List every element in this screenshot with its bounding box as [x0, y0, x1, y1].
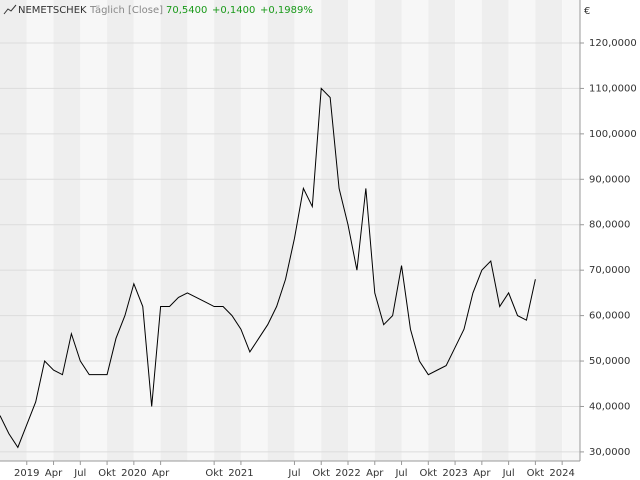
background [0, 0, 580, 461]
x-tick-label: Jul [287, 468, 300, 479]
band [508, 0, 536, 461]
band [214, 0, 241, 461]
x-tick-label: 2020 [121, 468, 146, 479]
band [535, 0, 563, 461]
x-tick-label: Okt [420, 468, 438, 479]
y-tick-label: 40,0000 [589, 401, 630, 412]
band [240, 0, 268, 461]
y-tick-label: 110,0000 [589, 83, 637, 94]
x-tick-label: Okt [312, 468, 330, 479]
y-tick-label: 70,0000 [589, 265, 630, 276]
band [455, 0, 482, 461]
price-line [0, 87, 536, 449]
x-tick-label: Jul [502, 468, 515, 479]
x-tick-label: Okt [527, 468, 545, 479]
y-tick-label: 120,0000 [589, 38, 637, 49]
band [562, 0, 580, 461]
x-tick-label: 2021 [228, 468, 253, 479]
x-tick-label: Apr [473, 468, 491, 479]
band [294, 0, 322, 461]
band [80, 0, 108, 461]
band [133, 0, 161, 461]
band [53, 0, 81, 461]
band [187, 0, 215, 461]
x-tick-label: 2019 [14, 468, 39, 479]
y-tick-label: 90,0000 [589, 174, 630, 185]
x-tick-label: 2022 [335, 468, 360, 479]
band [26, 0, 54, 461]
labels: 30,0000 40,0000 50,0000 60,0000 70,0000 80,00… [14, 38, 637, 479]
x-tick-label: Apr [152, 468, 170, 479]
x-tick-label: 2023 [442, 468, 467, 479]
unit-label: € [584, 6, 590, 17]
quote: 70,5400 [166, 5, 207, 16]
y-tick-label: 50,0000 [589, 356, 630, 367]
x-tick-label: Jul [73, 468, 86, 479]
plot [0, 87, 536, 449]
x-tick-label: Okt [98, 468, 116, 479]
x-tick-label: Okt [205, 468, 223, 479]
band [481, 0, 509, 461]
band [160, 0, 188, 461]
x-tick-label: 2024 [549, 468, 574, 479]
band [401, 0, 429, 461]
band [267, 0, 295, 461]
quote: +0,1400 [212, 5, 255, 16]
y-tick-label: 80,0000 [589, 220, 630, 231]
chart-title: NEMETSCHEK [18, 5, 87, 16]
quote: +0,1989% [260, 5, 313, 16]
band [428, 0, 456, 461]
band [374, 0, 402, 461]
band [0, 0, 27, 461]
x-tick-label: Apr [366, 468, 384, 479]
grid [0, 42, 584, 465]
x-tick-label: Jul [394, 468, 407, 479]
x-tick-label: Apr [45, 468, 63, 479]
line-icon [3, 4, 17, 15]
band [321, 0, 348, 461]
y-tick-label: 60,0000 [589, 311, 630, 322]
band [107, 0, 134, 461]
y-tick-label: 30,0000 [589, 447, 630, 458]
y-tick-label: 100,0000 [589, 129, 637, 140]
subtitle: Täglich [Close] [89, 5, 163, 16]
